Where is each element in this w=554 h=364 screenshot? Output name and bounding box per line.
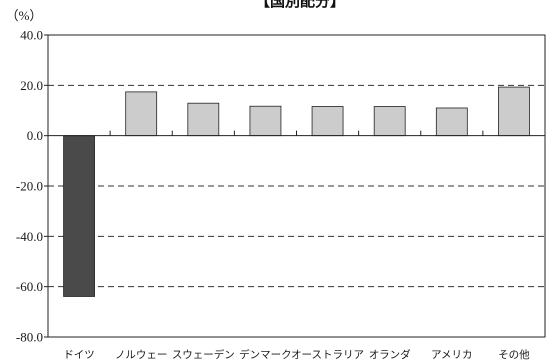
bars	[63, 86, 530, 297]
x-category-label-3: デンマーク	[239, 348, 292, 361]
y-tick-label-2: 0.0	[27, 128, 43, 143]
x-category-label-2: スウェーデン	[172, 348, 235, 361]
x-category-label-4: オーストラリア	[291, 349, 364, 361]
chart-title: 【国別配分】	[255, 0, 345, 10]
bar-0	[63, 135, 95, 297]
x-category-labels: ドイツ ノルウェー スウェーデン デンマーク オーストラリア オランダ アメリカ その他	[63, 348, 530, 361]
x-category-label-5: オランダ	[369, 348, 411, 361]
bar-5	[373, 106, 406, 137]
y-tick-label-1: 20.0	[20, 78, 43, 93]
x-category-label-1: ノルウェー	[115, 349, 168, 361]
bar-2	[187, 102, 220, 137]
y-tick-label-3: -20.0	[16, 179, 43, 194]
bar-6	[435, 107, 468, 137]
gridlines	[48, 84, 545, 288]
axes	[44, 34, 546, 338]
bar-4	[311, 106, 344, 137]
y-tick-label-4: -40.0	[16, 229, 43, 244]
x-category-label-0: ドイツ	[63, 349, 95, 361]
y-tick-labels: 40.0 20.0 0.0 -20.0 -40.0 -60.0 -80.0	[16, 28, 43, 345]
x-category-label-7: その他	[498, 348, 530, 361]
y-tick-label-5: -60.0	[16, 279, 43, 294]
y-tick-label-6: -80.0	[16, 330, 43, 345]
bar-7	[498, 86, 530, 137]
y-axis-unit-label: （%）	[6, 8, 43, 23]
bar-1	[125, 91, 158, 137]
x-category-label-6: アメリカ	[431, 349, 472, 361]
y-tick-label-0: 40.0	[20, 28, 43, 43]
bar-3	[249, 105, 282, 137]
